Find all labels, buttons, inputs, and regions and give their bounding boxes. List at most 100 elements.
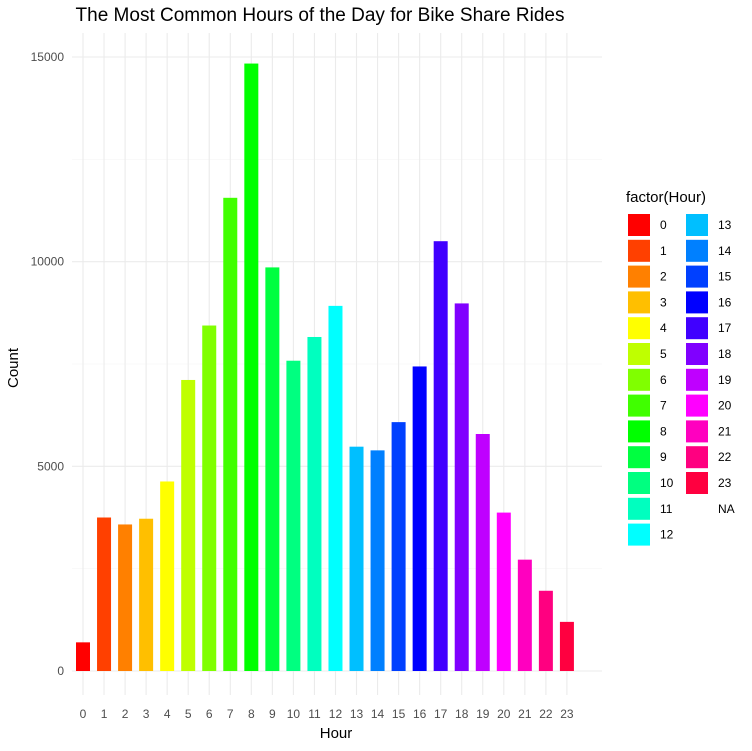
legend-key — [686, 239, 708, 262]
legend-key — [686, 343, 708, 365]
legend-label: 8 — [660, 424, 667, 438]
bar-hour-23 — [559, 621, 574, 671]
x-tick-label: 22 — [539, 707, 553, 721]
x-tick-label: 12 — [329, 707, 343, 721]
legend-key — [686, 265, 708, 288]
y-axis-ticks: 0 5000 10000 15000 — [31, 50, 65, 678]
legend-key — [686, 317, 708, 340]
legend-key — [628, 446, 650, 469]
x-tick-label: 11 — [308, 707, 321, 721]
bar-hour-7 — [223, 197, 238, 671]
x-tick-label: 21 — [518, 707, 532, 721]
legend-key — [628, 343, 650, 365]
y-tick-label: 15000 — [31, 50, 65, 64]
legend-label: 22 — [718, 450, 732, 464]
x-tick-label: 19 — [476, 707, 490, 721]
bar-hour-20 — [496, 512, 511, 671]
x-axis-title: Hour — [320, 725, 353, 742]
bar-hour-4 — [160, 481, 175, 671]
legend-key — [628, 497, 650, 520]
bar-hour-16 — [412, 366, 427, 671]
x-tick-label: 20 — [497, 707, 511, 721]
legend-label: 10 — [660, 476, 674, 490]
legend-key — [628, 523, 650, 546]
legend-label: 9 — [660, 450, 667, 464]
x-tick-label: 1 — [101, 707, 108, 721]
x-axis-ticks: 0 1 2 3 4 5 6 7 8 9 10 11 12 13 14 15 16 17 18 19 20 21 22 23 — [80, 707, 574, 721]
y-axis-title: Count — [5, 347, 22, 388]
x-tick-label: 16 — [413, 707, 427, 721]
legend-key — [686, 214, 708, 236]
legend-key — [628, 368, 650, 391]
legend-label: 4 — [660, 321, 667, 335]
legend-key — [686, 291, 708, 314]
legend-label: 17 — [718, 321, 732, 335]
bar-hour-13 — [349, 446, 364, 671]
legend-key — [628, 239, 650, 262]
bar-hour-9 — [265, 267, 280, 671]
legend-label: 11 — [660, 502, 673, 516]
legend: factor(Hour) 012345678910111213141516171… — [626, 189, 735, 546]
bar-hour-8 — [244, 63, 259, 672]
legend-label: 3 — [660, 295, 667, 309]
legend-label: 18 — [718, 347, 732, 361]
legend-key — [686, 472, 708, 494]
x-tick-label: 17 — [434, 707, 448, 721]
legend-label: 23 — [718, 476, 732, 490]
bar-hour-17 — [433, 241, 448, 671]
legend-label: NA — [718, 502, 735, 516]
bar-hour-2 — [118, 524, 133, 671]
bar-hour-19 — [475, 433, 490, 671]
legend-key — [628, 317, 650, 340]
legend-label: 2 — [660, 270, 667, 284]
legend-label: 1 — [660, 244, 667, 258]
x-tick-label: 10 — [287, 707, 301, 721]
x-tick-label: 13 — [350, 707, 364, 721]
legend-label: 0 — [660, 218, 667, 232]
bar-hour-22 — [538, 590, 553, 671]
legend-label: 6 — [660, 373, 667, 387]
x-tick-label: 6 — [206, 707, 213, 721]
chart-title: The Most Common Hours of the Day for Bik… — [76, 5, 565, 26]
x-tick-label: 15 — [392, 707, 406, 721]
x-tick-label: 14 — [371, 707, 385, 721]
legend-key — [686, 368, 708, 391]
x-tick-label: 9 — [269, 707, 276, 721]
legend-label: 15 — [718, 270, 732, 284]
legend-key — [686, 446, 708, 469]
legend-label: 16 — [718, 295, 732, 309]
legend-label: 20 — [718, 399, 732, 413]
bar-hour-0 — [76, 642, 90, 671]
x-tick-label: 2 — [122, 707, 129, 721]
legend-label: 12 — [660, 528, 674, 542]
bar-hour-6 — [202, 325, 217, 671]
bar-hour-10 — [286, 360, 301, 671]
legend-key — [628, 291, 650, 314]
legend-key — [686, 394, 708, 417]
bars — [76, 63, 574, 672]
legend-label: 19 — [718, 373, 732, 387]
x-tick-label: 7 — [227, 707, 234, 721]
x-tick-label: 3 — [143, 707, 150, 721]
legend-key — [628, 394, 650, 417]
x-tick-label: 23 — [560, 707, 574, 721]
y-tick-label: 5000 — [37, 459, 64, 473]
y-tick-label: 0 — [57, 664, 64, 678]
x-tick-label: 8 — [248, 707, 255, 721]
x-tick-label: 4 — [164, 707, 171, 721]
bar-hour-1 — [97, 517, 112, 671]
legend-label: 7 — [660, 399, 667, 413]
x-tick-label: 18 — [455, 707, 469, 721]
legend-key — [686, 420, 708, 443]
bar-hour-15 — [391, 422, 406, 671]
x-tick-label: 0 — [80, 707, 87, 721]
bar-hour-14 — [370, 450, 385, 671]
legend-key — [628, 472, 650, 494]
legend-key — [628, 265, 650, 288]
bar-hour-21 — [517, 559, 532, 671]
bar-hour-18 — [454, 303, 469, 671]
x-tick-label: 5 — [185, 707, 192, 721]
legend-label: 13 — [718, 218, 732, 232]
